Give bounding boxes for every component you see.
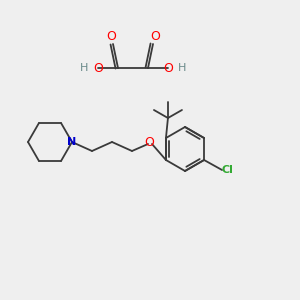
Text: H: H (178, 63, 186, 73)
Text: O: O (93, 61, 103, 74)
Text: O: O (150, 29, 160, 43)
Text: N: N (68, 137, 76, 147)
Text: H: H (80, 63, 88, 73)
Text: O: O (163, 61, 173, 74)
Text: O: O (106, 29, 116, 43)
Text: O: O (144, 136, 154, 149)
Text: Cl: Cl (221, 165, 233, 175)
